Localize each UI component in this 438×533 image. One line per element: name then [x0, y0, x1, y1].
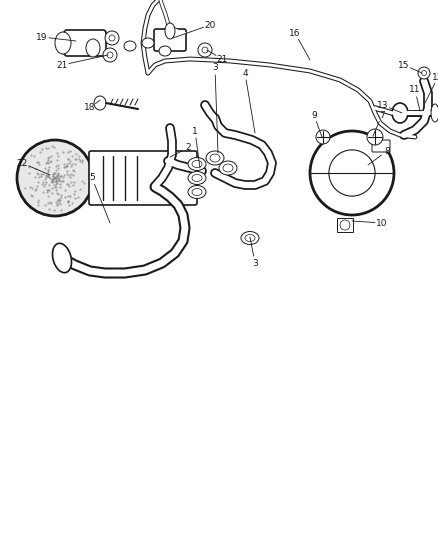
Text: 20: 20: [204, 20, 215, 29]
Text: 12: 12: [432, 72, 438, 82]
Ellipse shape: [210, 154, 220, 162]
Ellipse shape: [124, 41, 136, 51]
Ellipse shape: [165, 23, 175, 39]
Circle shape: [109, 35, 115, 41]
Ellipse shape: [392, 103, 408, 123]
Ellipse shape: [55, 32, 71, 54]
Text: 10: 10: [376, 219, 388, 228]
Ellipse shape: [94, 96, 106, 110]
Ellipse shape: [188, 172, 206, 184]
Circle shape: [103, 48, 117, 62]
Ellipse shape: [142, 38, 154, 48]
Circle shape: [316, 130, 330, 144]
Ellipse shape: [188, 157, 206, 171]
Text: 7: 7: [379, 110, 385, 119]
Text: 21: 21: [216, 54, 228, 63]
Circle shape: [202, 47, 208, 53]
Text: 21: 21: [57, 61, 68, 69]
Ellipse shape: [159, 46, 171, 56]
Text: 5: 5: [89, 174, 95, 182]
Ellipse shape: [431, 104, 438, 122]
Text: 11: 11: [409, 85, 421, 94]
FancyBboxPatch shape: [154, 29, 186, 51]
Text: 13: 13: [377, 101, 389, 109]
Text: 1: 1: [192, 126, 198, 135]
Text: 2: 2: [185, 143, 191, 152]
Text: 22: 22: [16, 158, 28, 167]
FancyBboxPatch shape: [89, 151, 197, 205]
Ellipse shape: [206, 151, 224, 165]
Text: 15: 15: [398, 61, 410, 69]
Text: 3: 3: [212, 63, 218, 72]
Text: 9: 9: [311, 110, 317, 119]
FancyBboxPatch shape: [372, 140, 390, 152]
FancyBboxPatch shape: [337, 218, 353, 232]
Circle shape: [418, 67, 430, 79]
Circle shape: [17, 140, 93, 216]
Ellipse shape: [86, 39, 100, 57]
Text: 4: 4: [242, 69, 248, 77]
Text: 18: 18: [84, 103, 96, 112]
Ellipse shape: [192, 160, 202, 167]
Ellipse shape: [192, 174, 202, 182]
Circle shape: [107, 52, 113, 58]
Circle shape: [105, 31, 119, 45]
Ellipse shape: [192, 189, 202, 196]
Text: 8: 8: [384, 147, 390, 156]
Ellipse shape: [245, 235, 255, 241]
Ellipse shape: [53, 244, 71, 273]
FancyBboxPatch shape: [64, 30, 106, 56]
Text: 19: 19: [36, 33, 48, 42]
Text: 3: 3: [252, 259, 258, 268]
Ellipse shape: [219, 161, 237, 175]
Ellipse shape: [241, 231, 259, 245]
Text: 16: 16: [289, 28, 301, 37]
Circle shape: [198, 43, 212, 57]
Ellipse shape: [188, 185, 206, 198]
Circle shape: [367, 129, 383, 145]
Circle shape: [421, 70, 427, 76]
Ellipse shape: [223, 164, 233, 172]
